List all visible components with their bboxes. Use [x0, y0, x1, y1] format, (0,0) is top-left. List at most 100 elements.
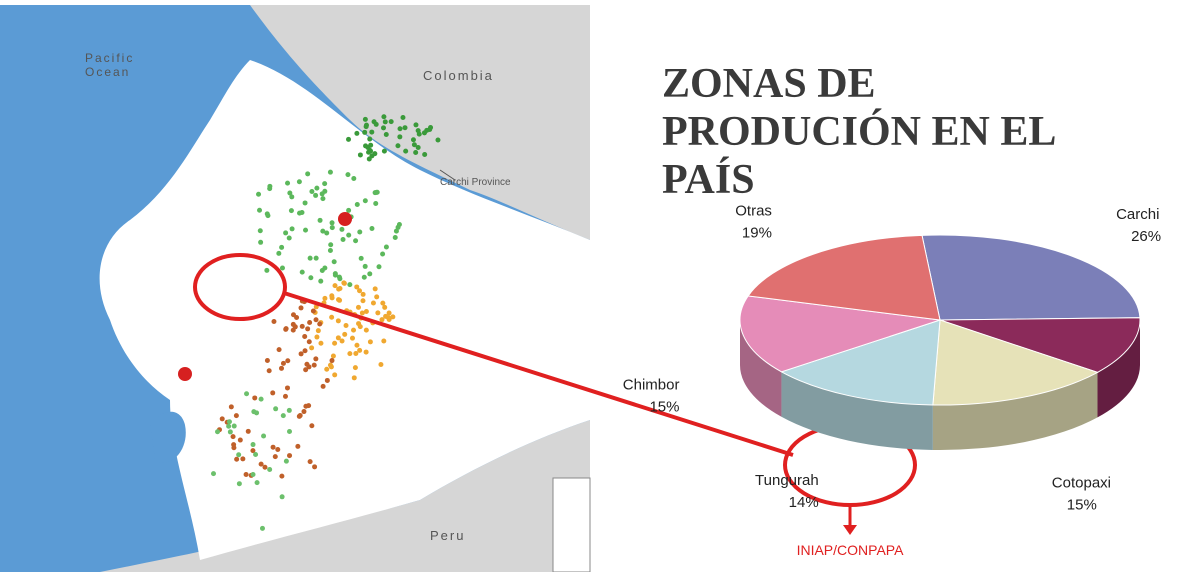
- dot: [301, 409, 307, 415]
- dot: [341, 280, 347, 286]
- pie-side: [932, 372, 1098, 451]
- dot: [329, 293, 335, 299]
- dot: [285, 180, 291, 186]
- dot: [382, 119, 388, 125]
- dot: [283, 326, 289, 332]
- pie-side: [1097, 320, 1140, 418]
- dot: [309, 345, 315, 351]
- dot: [287, 190, 293, 196]
- dot: [299, 210, 305, 216]
- dot: [413, 122, 419, 128]
- dot: [265, 213, 271, 219]
- dot: [286, 407, 292, 413]
- dot: [329, 358, 335, 364]
- dot: [237, 437, 243, 443]
- dot: [256, 191, 262, 197]
- dot: [357, 347, 363, 353]
- dot: [367, 136, 373, 142]
- gulf: [150, 411, 186, 463]
- dot: [231, 423, 237, 429]
- dot: [292, 324, 298, 330]
- dot: [359, 310, 365, 316]
- dot: [363, 349, 369, 355]
- dot: [367, 271, 373, 277]
- dot: [372, 286, 378, 292]
- dot: [362, 198, 368, 204]
- chart-title: ZONAS DE PRODUCIÓN EN EL PAÍS: [662, 61, 1055, 203]
- dot: [310, 308, 316, 314]
- dot: [258, 396, 264, 402]
- dot: [329, 225, 335, 231]
- dot: [386, 310, 392, 316]
- dot: [380, 251, 386, 257]
- pie-slice: [921, 234, 1141, 321]
- dot: [270, 444, 276, 450]
- dot: [413, 149, 419, 155]
- dot: [353, 238, 359, 244]
- dot: [257, 228, 263, 234]
- dot: [267, 186, 273, 192]
- dot: [302, 200, 308, 206]
- dot: [332, 272, 338, 278]
- dot: [279, 244, 285, 250]
- dot: [302, 348, 308, 354]
- dot: [336, 286, 342, 292]
- dot: [340, 237, 346, 243]
- dot: [339, 338, 345, 344]
- dot: [357, 324, 363, 330]
- dot: [335, 318, 341, 324]
- dot: [330, 353, 336, 359]
- dot: [380, 125, 386, 131]
- dot: [313, 255, 319, 261]
- dot: [322, 181, 328, 187]
- dot: [302, 334, 308, 340]
- dot: [336, 274, 342, 280]
- map-legend: [552, 477, 591, 572]
- dot: [258, 239, 264, 245]
- dot: [231, 442, 237, 448]
- source: INIAP/CONPAPA: [797, 542, 905, 558]
- dot: [357, 229, 363, 235]
- dot: [298, 351, 304, 357]
- pie-value-label: 19%: [742, 225, 772, 242]
- connector: [283, 291, 794, 457]
- dot: [370, 300, 376, 306]
- dot: [278, 365, 284, 371]
- dot: [332, 340, 338, 346]
- dot: [272, 454, 278, 460]
- dot: [421, 130, 427, 136]
- dot: [276, 250, 282, 256]
- dot: [345, 172, 351, 178]
- dot: [309, 188, 315, 194]
- dot: [314, 185, 320, 191]
- dot: [381, 114, 387, 120]
- dot: [363, 327, 369, 333]
- dot: [402, 125, 408, 131]
- dot: [317, 217, 323, 223]
- dot: [378, 361, 384, 367]
- dot: [357, 152, 363, 158]
- pie: Carchi26%Pichini11%Cotopaxi15%Tungurah14…: [623, 203, 1161, 514]
- dot: [279, 473, 285, 479]
- dot: [383, 244, 389, 250]
- dot: [362, 263, 368, 269]
- pie-label: Carchi: [1116, 206, 1159, 223]
- dot: [271, 318, 277, 324]
- dot: [313, 192, 319, 198]
- dot: [290, 312, 296, 318]
- pie-label: Otras: [735, 203, 772, 220]
- dot: [324, 366, 330, 372]
- dot: [262, 464, 268, 470]
- dot: [329, 220, 335, 226]
- dot: [270, 390, 276, 396]
- dot: [366, 149, 372, 155]
- dot: [349, 335, 355, 341]
- peru: [100, 420, 590, 572]
- dot: [372, 190, 378, 196]
- dot: [266, 368, 272, 374]
- dot: [296, 179, 302, 185]
- dot: [318, 340, 324, 346]
- dot: [320, 196, 326, 202]
- dot: [319, 191, 325, 197]
- dot: [253, 451, 259, 457]
